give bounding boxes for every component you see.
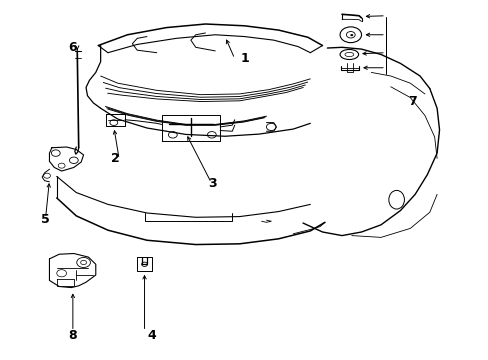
Circle shape: [349, 34, 352, 36]
Text: 4: 4: [147, 329, 156, 342]
Text: 1: 1: [240, 51, 248, 64]
Text: 3: 3: [208, 177, 217, 190]
Text: 7: 7: [407, 95, 416, 108]
Text: 8: 8: [68, 329, 77, 342]
Text: 2: 2: [111, 152, 120, 165]
Text: 5: 5: [41, 213, 50, 226]
Text: 6: 6: [68, 41, 77, 54]
